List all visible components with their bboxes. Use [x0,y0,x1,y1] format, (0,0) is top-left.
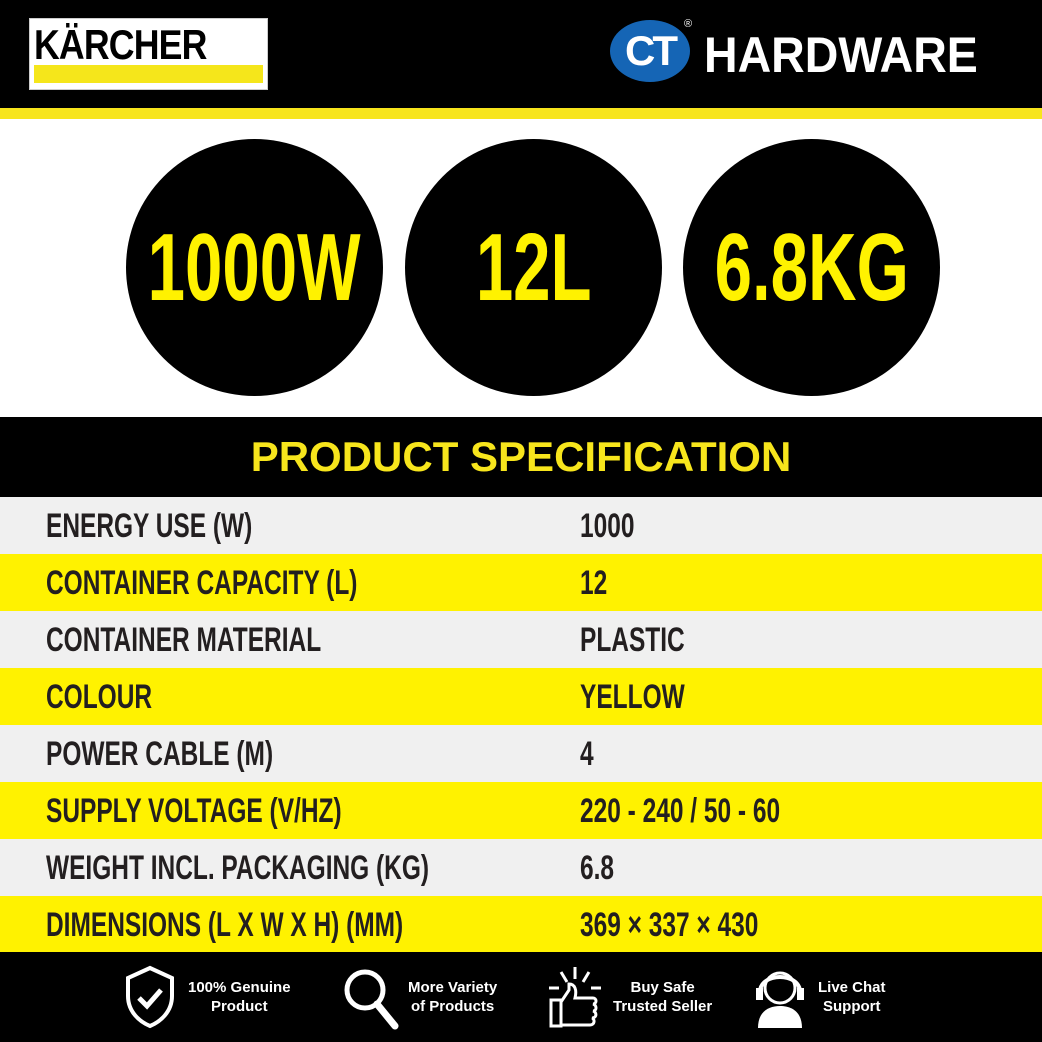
spec-title: PRODUCT SPECIFICATION [250,433,792,480]
feature-label: of Products [410,998,495,1015]
feature-label: Buy Safe [630,979,695,996]
spec-label: DIMENSIONS (L X W X H) (MM) [46,906,404,944]
spec-row: CONTAINER MATERIAL PLASTIC [0,611,1042,668]
spec-label: SUPPLY VOLTAGE (V/HZ) [46,792,342,830]
spec-label: CONTAINER MATERIAL [46,621,322,659]
spec-value: 12 [580,564,608,602]
spec-value: 1000 [580,507,635,545]
feature-variety: More Variety of Products [340,964,497,1030]
highlight-weight: 6.8KG [683,139,940,396]
feature-label: Trusted Seller [613,998,713,1015]
karcher-logo-text: KÄRCHER [34,21,207,68]
spec-row: SUPPLY VOLTAGE (V/HZ) 220 - 240 / 50 - 60 [0,782,1042,839]
spec-row: WEIGHT INCL. PACKAGING (KG) 6.8 [0,839,1042,896]
spec-value: 220 - 240 / 50 - 60 [580,792,781,830]
spec-label: COLOUR [46,678,153,716]
spec-row: ENERGY USE (W) 1000 [0,497,1042,554]
registered-mark: ® [684,18,693,30]
spec-value: YELLOW [580,678,685,716]
spec-label: CONTAINER CAPACITY (L) [46,564,358,602]
karcher-logo-bar [34,65,263,83]
highlight-text: 1000W [148,213,361,321]
highlight-capacity: 12L [405,139,662,396]
ct-hardware-logo-text: HARDWARE [704,27,978,83]
highlight-text: 6.8KG [714,213,909,321]
feature-label: More Variety [408,979,498,996]
yellow-stripe [0,108,1042,119]
spec-row: DIMENSIONS (L X W X H) (MM) 369 × 337 × 4… [0,896,1042,953]
feature-label: Product [210,998,268,1015]
feature-label: Support [823,998,881,1015]
spec-label: POWER CABLE (M) [46,735,274,773]
header: KÄRCHER CT ® HARDWARE [0,0,1042,108]
spec-row: COLOUR YELLOW [0,668,1042,725]
highlight-power: 1000W [126,139,383,396]
spec-value: 6.8 [580,849,615,887]
shield-check-icon [126,965,174,1029]
spec-value: 369 × 337 × 430 [580,906,759,944]
feature-genuine: 100% Genuine Product [120,964,291,1030]
footer: 100% Genuine Product More Variety of Produ… [0,952,1042,1042]
spec-row: POWER CABLE (M) 4 [0,725,1042,782]
feature-safe: Buy Safe Trusted Seller [545,964,712,1030]
ct-logo-mark: CT [610,20,690,82]
spec-value: 4 [580,735,594,773]
feature-label: 100% Genuine [188,979,291,996]
magnifier-icon [344,969,399,1030]
spec-row: CONTAINER CAPACITY (L) 12 [0,554,1042,611]
feature-label: Live Chat [818,979,886,996]
spec-label: ENERGY USE (W) [46,507,253,545]
karcher-logo: KÄRCHER [29,18,268,90]
highlight-text: 12L [475,213,592,321]
headset-agent-icon [756,971,804,1028]
spec-label: WEIGHT INCL. PACKAGING (KG) [46,849,430,887]
spec-value: PLASTIC [580,621,685,659]
feature-support: Live Chat Support [750,964,886,1030]
spec-title-bar: PRODUCT SPECIFICATION [0,417,1042,497]
thumbs-up-icon [549,967,601,1028]
